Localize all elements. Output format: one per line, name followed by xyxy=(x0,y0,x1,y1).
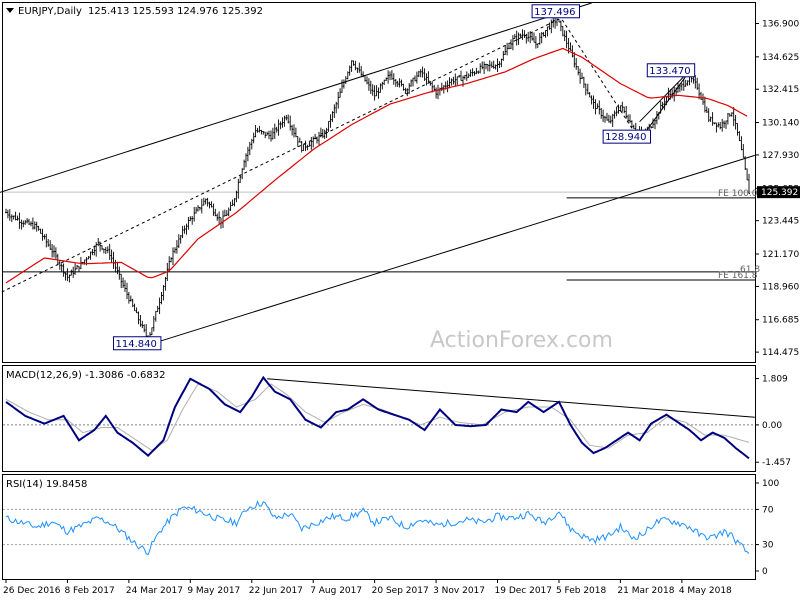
price-y-tick-label: 114.475 xyxy=(762,348,799,358)
x-tick-label: 3 Nov 2017 xyxy=(433,586,485,596)
price-y-tick-label: 127.930 xyxy=(762,151,799,161)
rsi-y-tick-label: 30 xyxy=(762,541,774,551)
x-tick-label: 21 Mar 2018 xyxy=(617,586,674,596)
x-tick-label: 20 Sep 2017 xyxy=(372,586,429,596)
dropdown-icon xyxy=(6,8,14,13)
fe-label: FE 100.0 xyxy=(718,189,758,199)
x-tick-label: 24 Mar 2017 xyxy=(126,586,183,596)
annotation-box xyxy=(646,63,696,78)
macd-y-tick-label: 0.00 xyxy=(762,421,782,431)
price-y-tick-label: 130.140 xyxy=(762,119,799,129)
macd-trendline xyxy=(267,378,755,418)
price-y-tick-label: 123.445 xyxy=(762,217,799,227)
macd-label: MACD(12,26,9) -1.3086 -0.6832 xyxy=(6,370,166,381)
ohlc-label: 125.413 125.593 124.976 125.392 xyxy=(88,6,263,17)
price-y-tick-label: 136.900 xyxy=(762,20,799,30)
fe-level-tag: 61.8 xyxy=(740,265,760,275)
moving-average-line xyxy=(5,47,748,284)
x-tick-label: 4 May 2018 xyxy=(679,586,732,596)
annotation-box xyxy=(531,4,580,19)
x-tick-label: 8 Feb 2017 xyxy=(64,586,114,596)
price-panel-frame xyxy=(2,2,756,363)
channel-upper-line xyxy=(0,2,592,193)
rsi-y-tick-label: 100 xyxy=(762,479,779,489)
rsi-line xyxy=(5,500,750,556)
channel-lower-line xyxy=(140,154,755,348)
symbol-label: EURJPY,Daily xyxy=(18,6,82,17)
annotation-label: 128.940 xyxy=(605,132,646,143)
down-leg-line xyxy=(558,14,641,141)
annotation-label: 133.470 xyxy=(649,66,690,77)
price-y-tick-label: 116.685 xyxy=(762,316,799,326)
last-price-tag xyxy=(757,186,800,199)
rsi-panel-frame xyxy=(2,474,756,580)
rsi-y-tick-label: 70 xyxy=(762,505,774,515)
macd-line xyxy=(5,375,750,460)
annotation-label: 114.840 xyxy=(116,339,157,350)
x-axis: 26 Dec 2016 8 Feb 2017 24 Mar 2017 9 May 20… xyxy=(3,579,732,596)
rsi-label: RSI(14) 19.8458 xyxy=(6,479,87,490)
price-layer: FE 100.0 FE 161.861.8 137.496 133.470 128.94… xyxy=(0,2,800,358)
x-tick-label: 26 Dec 2016 xyxy=(3,586,61,596)
annotation-box xyxy=(113,336,162,351)
price-y-tick-label: 121.170 xyxy=(762,250,799,260)
macd-y-tick-label: -1.457 xyxy=(762,458,791,468)
channel-mid-line xyxy=(0,18,560,294)
macd-y-tick-label: 1.809 xyxy=(762,375,788,385)
x-tick-label: 9 May 2017 xyxy=(187,586,240,596)
x-tick-label: 22 Jun 2017 xyxy=(249,586,303,596)
last-price-label: 125.392 xyxy=(761,188,798,198)
price-y-tick-label: 132.415 xyxy=(762,85,799,95)
wedge-upper-line xyxy=(639,68,692,123)
x-tick-label: 7 Aug 2017 xyxy=(310,586,362,596)
annotation-box xyxy=(602,129,652,144)
annotation-label: 137.496 xyxy=(534,7,575,18)
price-y-tick-label: 134.625 xyxy=(762,53,799,63)
x-tick-label: 19 Dec 2017 xyxy=(495,586,553,596)
x-tick-label: 5 Feb 2018 xyxy=(556,586,607,596)
macd-layer: 1.809 0.00 -1.457 xyxy=(3,375,791,468)
fe-label: FE 161.8 xyxy=(718,271,758,281)
macd-panel-frame xyxy=(2,365,756,472)
price-y-tick-label: 118.960 xyxy=(762,282,799,292)
rsi-layer: 100 70 30 0 xyxy=(3,479,779,577)
watermark: ActionForex.com xyxy=(430,328,613,353)
rsi-y-tick-label: 0 xyxy=(762,567,768,577)
